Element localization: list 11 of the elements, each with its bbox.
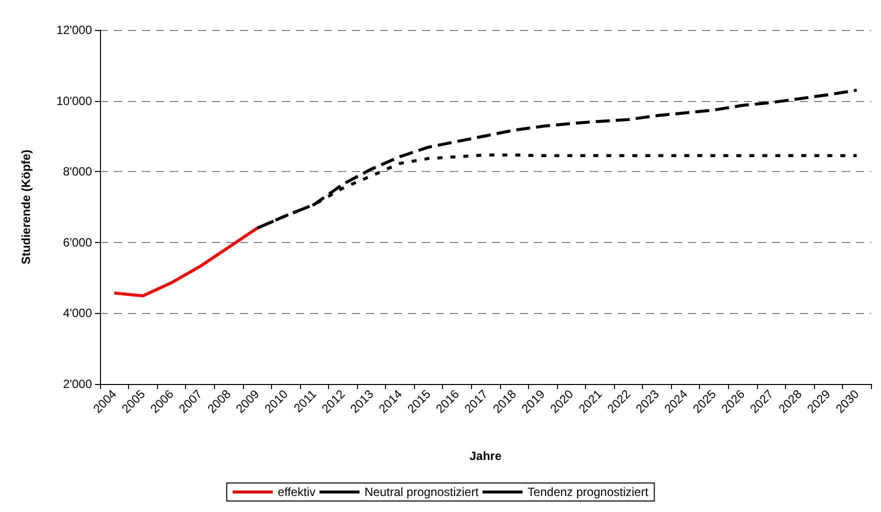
y-tick-label: 6'000 [63,235,92,250]
y-axis-title: Studierende (Köpfe) [19,150,33,264]
x-axis-title: Jahre [469,449,502,463]
y-tick-label: 2'000 [63,377,92,391]
legend-label: Tendenz prognostiziert [528,485,649,499]
y-tick-label: 8'000 [63,164,92,179]
legend-label: Neutral prognostiziert [364,485,480,499]
y-tick-label: 12'000 [56,23,92,37]
legend-label: effektiv [278,485,316,499]
y-tick-label: 4'000 [63,306,92,320]
y-tick-label: 10'000 [56,94,92,108]
